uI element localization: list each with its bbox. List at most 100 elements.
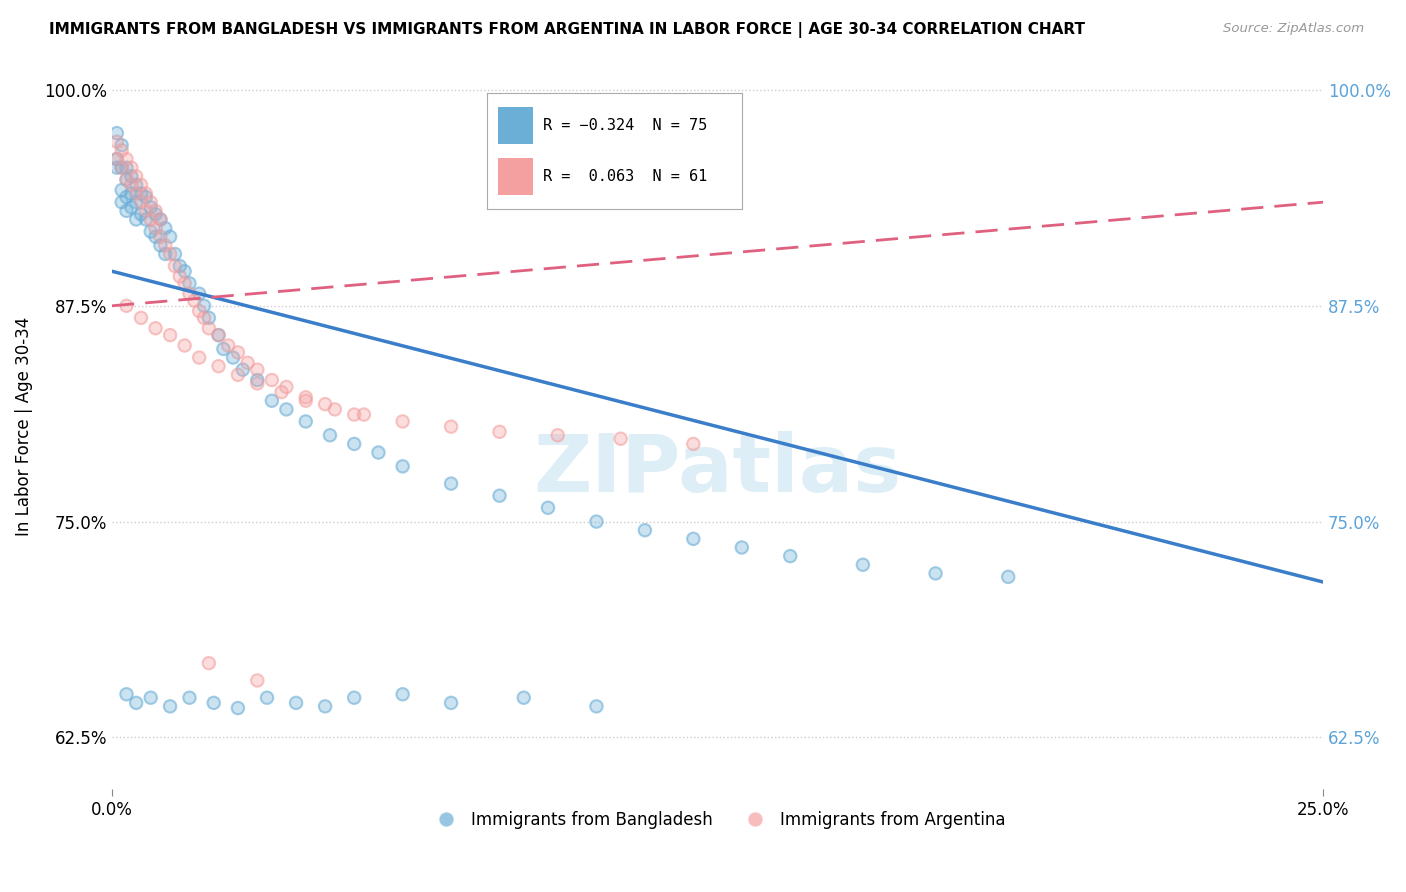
Point (183, 293, 205, 308)
Point (115, 161, 138, 175)
Point (731, 541, 754, 555)
Point (163, 259, 186, 273)
Point (198, 310, 221, 325)
Point (105, 126, 128, 140)
Point (294, 390, 316, 404)
Point (155, 247, 177, 261)
Point (105, 135, 128, 149)
Point (125, 186, 148, 201)
Point (343, 437, 366, 451)
Point (585, 515, 607, 529)
Point (125, 169, 148, 184)
Point (585, 515, 607, 529)
Point (139, 195, 162, 210)
Point (129, 310, 152, 325)
Point (314, 397, 336, 411)
Point (682, 532, 704, 546)
Point (125, 195, 148, 210)
Point (246, 376, 269, 391)
Point (111, 161, 134, 175)
Point (145, 203, 167, 218)
Point (129, 195, 152, 210)
Point (159, 328, 181, 343)
Point (115, 173, 138, 187)
Point (513, 690, 536, 705)
Point (440, 476, 463, 491)
Point (129, 207, 152, 221)
Point (115, 152, 138, 166)
Point (139, 212, 162, 227)
Point (120, 178, 142, 192)
Point (246, 673, 269, 688)
Point (155, 247, 177, 261)
Point (135, 190, 157, 204)
Point (149, 212, 172, 227)
Point (256, 690, 278, 705)
Point (179, 277, 201, 291)
Point (440, 696, 463, 710)
Point (159, 328, 181, 343)
Point (129, 178, 152, 192)
Point (207, 359, 229, 374)
Point (105, 152, 128, 166)
Point (115, 203, 138, 218)
Point (188, 304, 211, 318)
Point (198, 310, 221, 325)
Point (537, 500, 560, 515)
Point (367, 445, 389, 459)
Point (260, 373, 283, 387)
Point (120, 200, 142, 214)
Point (149, 212, 172, 227)
Point (139, 200, 162, 214)
Point (159, 247, 181, 261)
Point (343, 690, 366, 705)
Point (135, 190, 157, 204)
Point (125, 696, 148, 710)
Point (145, 207, 167, 221)
Point (323, 402, 346, 417)
Point (145, 321, 167, 335)
Point (226, 701, 249, 715)
Point (285, 696, 308, 710)
Point (159, 699, 181, 714)
Point (179, 690, 201, 705)
Point (145, 229, 167, 244)
Point (120, 161, 142, 175)
Point (226, 368, 249, 382)
Point (115, 203, 138, 218)
Point (111, 183, 134, 197)
Point (609, 432, 631, 446)
Point (169, 259, 191, 273)
Point (682, 437, 704, 451)
Point (125, 195, 148, 210)
Point (129, 178, 152, 192)
Point (270, 385, 292, 400)
Point (924, 566, 946, 581)
Point (111, 195, 134, 210)
Point (246, 673, 269, 688)
Point (111, 195, 134, 210)
Point (779, 549, 801, 563)
Text: IMMIGRANTS FROM BANGLADESH VS IMMIGRANTS FROM ARGENTINA IN LABOR FORCE | AGE 30-: IMMIGRANTS FROM BANGLADESH VS IMMIGRANTS… (49, 22, 1085, 38)
Point (173, 277, 195, 291)
Point (139, 225, 162, 239)
Point (270, 385, 292, 400)
Point (246, 376, 269, 391)
Point (125, 178, 148, 192)
Point (125, 696, 148, 710)
Point (135, 203, 157, 218)
Point (222, 351, 245, 365)
Point (997, 570, 1019, 584)
Point (343, 408, 366, 422)
Point (488, 489, 510, 503)
Point (120, 169, 142, 184)
Point (367, 445, 389, 459)
Point (207, 328, 229, 343)
Point (440, 419, 463, 434)
Point (207, 328, 229, 343)
Point (314, 699, 336, 714)
Point (179, 286, 201, 301)
Point (343, 437, 366, 451)
Point (115, 299, 138, 313)
Point (125, 212, 148, 227)
